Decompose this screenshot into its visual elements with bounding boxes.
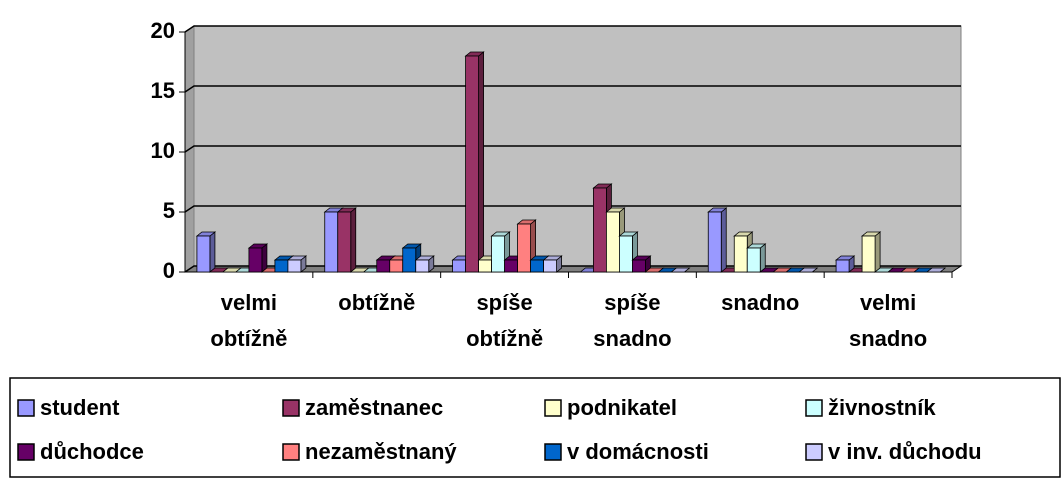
bar	[606, 211, 620, 273]
legend-swatch	[544, 443, 562, 461]
y-tick-label: 0	[163, 258, 175, 283]
bar	[337, 211, 352, 273]
x-tick-label: velmi snadno	[849, 290, 927, 351]
x-tick-label: snadno	[721, 290, 799, 315]
bar	[324, 211, 339, 273]
bar	[504, 259, 518, 273]
legend-label: v domácnosti	[567, 439, 709, 464]
bar-side	[261, 243, 268, 273]
bar	[287, 259, 302, 273]
legend-label: v inv. důchodu	[828, 439, 982, 464]
bar-side	[874, 231, 881, 273]
legend-label: zaměstnanec	[305, 395, 443, 420]
bar	[248, 247, 263, 273]
bar	[376, 259, 391, 273]
x-tick-label: obtížně	[338, 290, 415, 315]
bar	[543, 259, 557, 273]
x-tick-label: spíše obtížně	[466, 290, 543, 351]
legend-box	[9, 377, 1061, 478]
legend-label: důchodce	[40, 439, 144, 464]
bar-side	[759, 243, 766, 273]
grid-line	[184, 265, 961, 273]
bar-side	[350, 207, 357, 273]
bar	[530, 259, 544, 273]
legend-label: podnikatel	[567, 395, 677, 420]
legend-swatch	[282, 443, 300, 461]
bar	[593, 187, 607, 273]
legend-swatch	[805, 399, 823, 417]
grid-line	[184, 205, 961, 213]
bar	[517, 223, 531, 273]
bar	[619, 235, 633, 273]
bar	[491, 235, 505, 273]
bar	[835, 259, 850, 273]
legend-swatch	[544, 399, 562, 417]
bar-side	[720, 207, 727, 273]
grid-line	[184, 145, 961, 153]
grid-line	[184, 25, 961, 33]
bar	[478, 259, 492, 273]
bar	[746, 247, 761, 273]
legend-swatch	[17, 399, 35, 417]
bar	[465, 55, 479, 273]
y-tick-label: 5	[163, 198, 175, 223]
bar	[415, 259, 430, 273]
bar	[861, 235, 876, 273]
legend-label: živnostník	[828, 395, 936, 420]
y-tick-label: 10	[151, 138, 175, 163]
x-tick-label: spíše snadno	[593, 290, 671, 351]
x-tick-label: velmi obtížně	[210, 290, 287, 351]
y-tick-label: 15	[151, 78, 175, 103]
bar-side	[478, 51, 484, 273]
legend-label: student	[40, 395, 120, 420]
legend-swatch	[282, 399, 300, 417]
bar	[452, 259, 466, 273]
bar	[389, 259, 404, 273]
bar	[402, 247, 417, 273]
bar-side	[209, 231, 216, 273]
bar	[733, 235, 748, 273]
legend-label: nezaměstnaný	[305, 439, 457, 464]
bar	[707, 211, 722, 273]
bar-top	[670, 267, 691, 273]
bar-top	[925, 267, 947, 273]
bar-top	[798, 267, 819, 273]
legend-swatch	[805, 443, 823, 461]
legend-swatch	[17, 443, 35, 461]
bar	[632, 259, 646, 273]
grid-line	[184, 85, 961, 93]
y-tick-label: 20	[151, 18, 175, 43]
bar	[196, 235, 211, 273]
bar	[274, 259, 289, 273]
